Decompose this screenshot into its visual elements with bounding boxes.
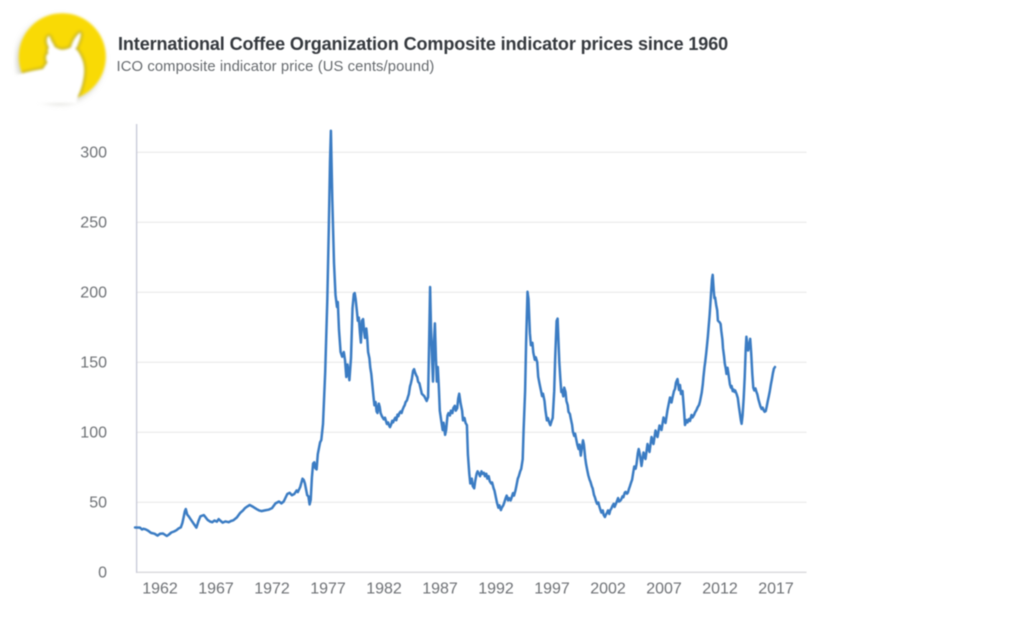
svg-text:0: 0 (98, 564, 107, 581)
svg-text:2007: 2007 (646, 581, 682, 598)
svg-text:1997: 1997 (534, 581, 570, 598)
svg-text:2017: 2017 (758, 581, 794, 598)
svg-text:300: 300 (80, 144, 107, 161)
svg-text:1962: 1962 (142, 581, 178, 598)
svg-text:2002: 2002 (590, 581, 626, 598)
svg-text:1972: 1972 (254, 581, 290, 598)
svg-text:1982: 1982 (366, 581, 402, 598)
svg-text:200: 200 (80, 284, 107, 301)
svg-text:100: 100 (80, 424, 107, 441)
svg-text:2012: 2012 (702, 581, 738, 598)
svg-text:1987: 1987 (422, 581, 458, 598)
svg-text:1967: 1967 (198, 581, 234, 598)
svg-text:50: 50 (89, 494, 107, 511)
svg-text:1977: 1977 (310, 581, 346, 598)
svg-text:1992: 1992 (478, 581, 514, 598)
svg-text:250: 250 (80, 214, 107, 231)
svg-text:150: 150 (80, 354, 107, 371)
